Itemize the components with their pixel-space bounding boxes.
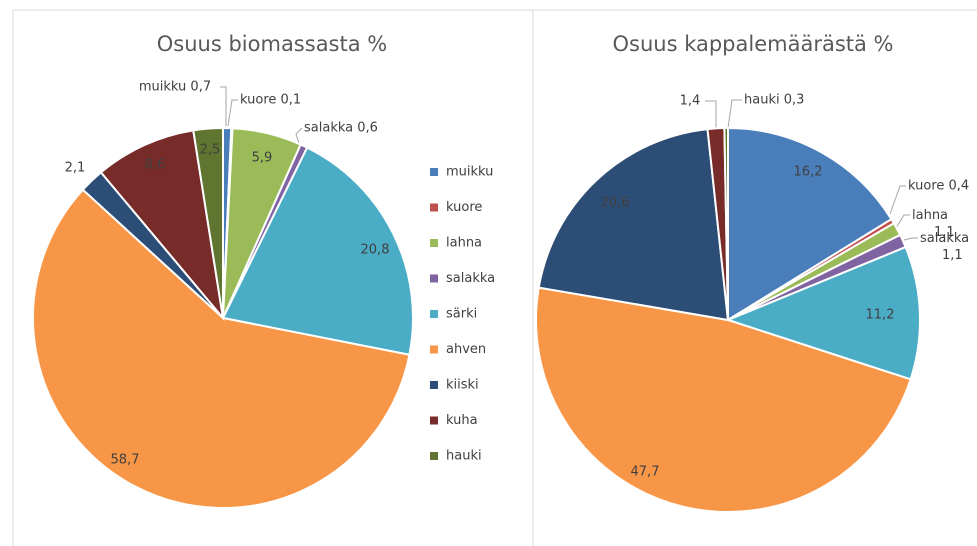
legend-swatch [430,203,438,212]
legend-swatch [430,381,438,389]
pie-slice [221,146,414,356]
label-line: 1,1 [942,248,963,263]
data-label: 20,6 [601,196,630,211]
pie-slice [727,126,893,322]
pie-slice [32,188,411,509]
chart-title: Osuus biomassasta % [157,32,387,56]
pie-slice [535,286,912,514]
legend-swatch [430,452,438,460]
data-label: kuore 0,4 [908,179,969,194]
leader-line [705,100,717,128]
data-label: 20,8 [361,243,390,258]
legend-label: lahna [446,236,482,251]
data-label: 11,2 [866,308,895,323]
legend-swatch [430,345,438,354]
legend-swatch [430,168,438,176]
pie-slice [537,127,730,322]
legend-swatch [430,416,438,425]
data-label: kuore 0,1 [240,93,301,108]
legend-swatch [430,310,438,318]
data-label: 58,7 [111,453,140,468]
legend-label: muikku [446,165,493,180]
label-line: lahna [912,208,948,223]
data-label: 5,9 [252,151,273,166]
data-label: 16,2 [794,165,823,180]
leader-line [220,86,227,126]
legend-label: ahven [446,342,486,357]
leader-line [227,99,238,127]
data-label: 47,7 [631,465,660,480]
leader-line [903,237,918,241]
pie-slice [723,126,729,321]
data-label: salakka 1,1 [920,231,969,263]
legend-label: särki [446,307,477,322]
data-label: muikku 0,7 [139,80,211,95]
legend-label: kiiski [446,378,479,393]
pie-slice [99,129,225,322]
legend-swatch [430,239,438,247]
leader-lines [220,86,918,241]
pie-slice [725,245,921,381]
legend-label: hauki [446,449,482,464]
legend-label: kuore [446,200,482,215]
data-label: 2,5 [200,143,221,158]
leader-line [889,185,906,215]
leader-line [895,214,910,229]
data-label: 1,4 [680,94,701,109]
leader-line [727,99,742,129]
label-line: 1,1 [934,225,955,240]
chart-title: Osuus kappalemäärästä % [612,32,893,56]
legend-label: salakka [446,271,495,286]
data-label: 8,6 [145,158,166,173]
pie-slice [192,126,224,319]
legend-swatch [430,274,438,283]
data-label: 2,1 [65,161,86,176]
data-label: hauki 0,3 [744,93,804,108]
label-line: salakka [920,231,969,246]
legend-label: kuha [446,413,478,428]
data-label: lahna 1,1 [912,208,955,240]
data-label: salakka 0,6 [304,121,378,136]
